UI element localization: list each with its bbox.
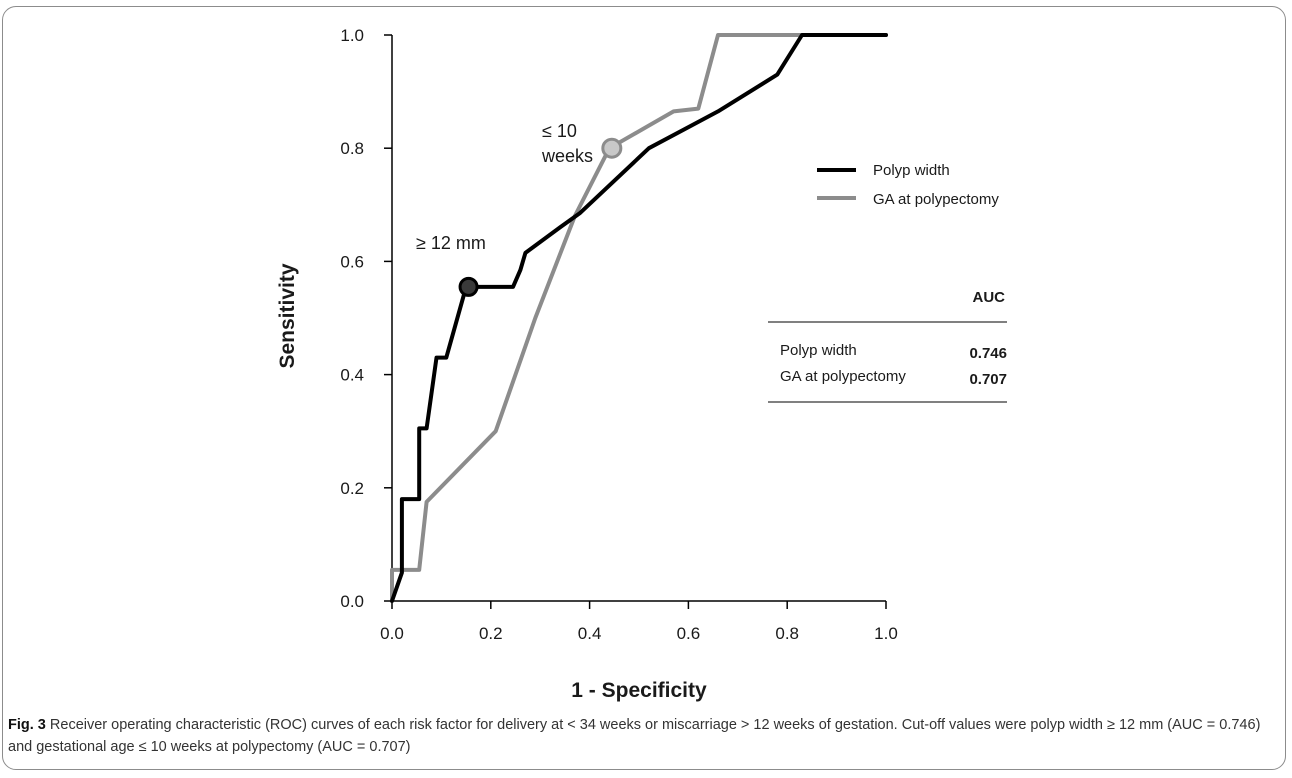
- figure-caption: Fig. 3 Receiver operating characteristic…: [8, 714, 1278, 758]
- x-tick-label: 0.4: [578, 624, 602, 643]
- caption-text: Receiver operating characteristic (ROC) …: [8, 717, 1261, 755]
- figure-frame: [2, 6, 1286, 770]
- legend: Polyp width GA at polypectomy: [817, 162, 999, 208]
- y-ticks: 0.0 0.2 0.4 0.6 0.8 1.0: [340, 26, 392, 611]
- auc-row-value-ga: 0.707: [969, 371, 1007, 388]
- auc-row-label-polyp-width: Polyp width: [780, 342, 857, 359]
- y-tick-label: 0.2: [340, 479, 364, 498]
- caption-label: Fig. 3: [8, 717, 46, 733]
- x-axis-title: 1 - Specificity: [571, 679, 707, 702]
- y-tick-label: 1.0: [340, 26, 364, 45]
- x-tick-label: 1.0: [874, 624, 898, 643]
- series-line-polyp-width: [390, 33, 888, 603]
- series-line-ga-at-polypectomy: [390, 33, 888, 603]
- legend-label-polyp-width: Polyp width: [873, 162, 950, 179]
- axes: [391, 35, 886, 602]
- auc-table-header: AUC: [973, 289, 1006, 306]
- y-axis-title: Sensitivity: [276, 263, 299, 368]
- x-tick-label: 0.2: [479, 624, 503, 643]
- auc-table: AUC Polyp width 0.746 GA at polypectomy …: [768, 289, 1007, 403]
- ga-cutoff-label-line2: weeks: [541, 146, 593, 166]
- y-tick-label: 0.6: [340, 252, 364, 271]
- x-tick-label: 0.6: [677, 624, 701, 643]
- x-tick-label: 0.0: [380, 624, 404, 643]
- x-ticks: 0.0 0.2 0.4 0.6 0.8 1.0: [380, 601, 898, 643]
- cutoff-marker-polyp-width: [458, 276, 479, 297]
- ga-cutoff-label-line1: ≤ 10: [542, 121, 577, 141]
- series-layer: [390, 33, 888, 603]
- cutoff-markers: [458, 137, 623, 297]
- cutoff-marker-ga: [601, 137, 623, 159]
- auc-row-value-polyp-width: 0.746: [969, 345, 1007, 362]
- polyp-width-cutoff-label: ≥ 12 mm: [416, 233, 486, 253]
- y-tick-label: 0.0: [340, 592, 364, 611]
- legend-label-ga: GA at polypectomy: [873, 191, 999, 208]
- roc-chart: 0.0 0.2 0.4 0.6 0.8 1.0 0.0 0.2 0.4 0.6 0.8 1.0 1 …: [276, 26, 1007, 702]
- y-tick-label: 0.8: [340, 139, 364, 158]
- x-tick-label: 0.8: [775, 624, 799, 643]
- auc-row-label-ga: GA at polypectomy: [780, 368, 906, 385]
- y-tick-label: 0.4: [340, 366, 364, 385]
